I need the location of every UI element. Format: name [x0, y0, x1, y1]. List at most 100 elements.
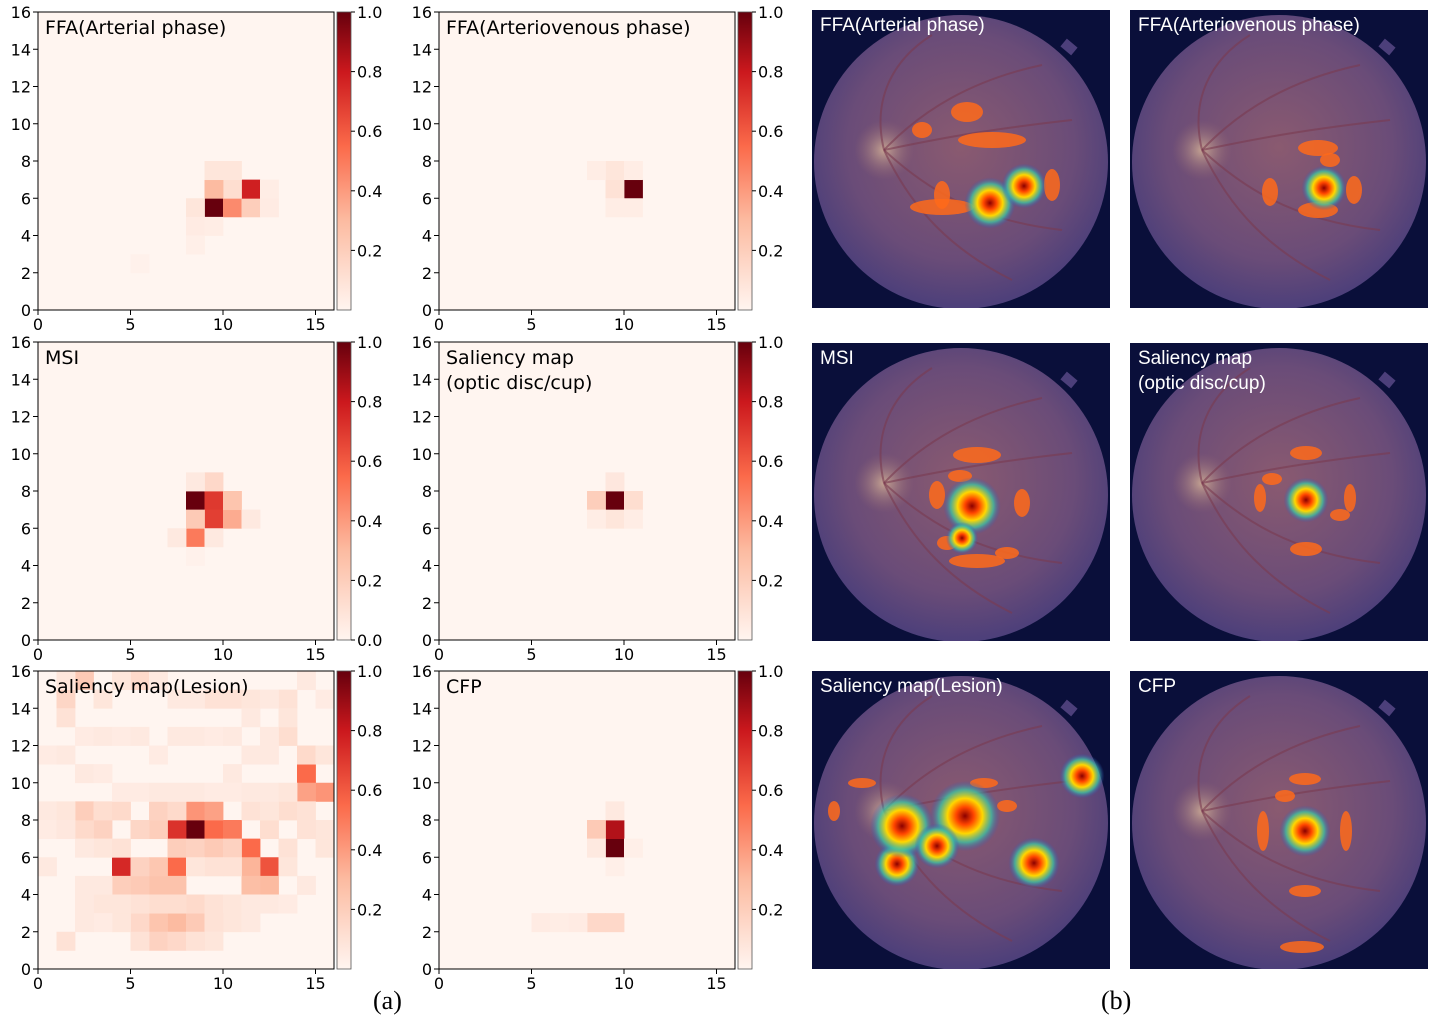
heatmap-cell	[75, 764, 94, 784]
heatmap-cell	[56, 745, 76, 765]
colorbar	[336, 341, 352, 641]
activation-blob	[1280, 941, 1324, 953]
heatmap-cell	[260, 782, 279, 802]
y-tick-label: 12	[11, 737, 31, 756]
heatmap-cell	[605, 838, 625, 858]
fundus-notch	[1060, 371, 1078, 389]
heatmap-cell	[204, 472, 224, 492]
heatmap-cell	[167, 875, 187, 895]
colorbar-tick-label: 0.4	[357, 841, 382, 860]
heatmap-cell	[297, 764, 316, 784]
heatmap-cell	[93, 894, 113, 914]
heatmap-cell	[149, 931, 168, 951]
y-tick-label: 16	[412, 3, 432, 22]
heatmap-cell	[186, 198, 205, 218]
colorbar-tick-label: 0.2	[758, 900, 783, 919]
heatmap-cell	[186, 689, 205, 709]
vessel	[883, 149, 1013, 281]
heatmap-cell	[241, 875, 261, 895]
y-tick-label: 6	[21, 848, 31, 867]
y-tick-label: 8	[422, 152, 432, 171]
heatmap-cell	[605, 820, 625, 840]
colorbar-tick-label: 0.8	[758, 722, 783, 741]
heatmap-cell	[130, 820, 150, 840]
heatmap-cell	[223, 782, 242, 802]
vessel	[1197, 34, 1251, 151]
heatmap-cell	[568, 913, 588, 933]
colorbar	[737, 11, 753, 311]
heatmap-cell	[167, 782, 187, 802]
heatmap-cell	[587, 161, 606, 181]
overlay-msi: MSI	[812, 343, 1110, 641]
heatmap-cell	[204, 689, 224, 709]
colorbar-tick-label: 1.0	[357, 662, 382, 681]
activation-blob	[1044, 169, 1060, 201]
heat-spot	[1283, 477, 1329, 523]
heatmap-cell	[204, 913, 224, 933]
heatmap-cell	[204, 931, 224, 951]
subfigure-label-a: (a)	[373, 986, 402, 1015]
heatmap-panel: Saliency map (optic disc/cup) 0 5 10 15 0 2 4 6 8 1…	[412, 333, 784, 664]
heatmap-cell	[204, 857, 224, 877]
activation-blob	[951, 102, 983, 122]
activation-blob	[929, 481, 945, 509]
y-tick-label: 4	[422, 557, 432, 576]
y-tick-label: 10	[412, 445, 432, 464]
heatmap-cell	[605, 161, 625, 181]
heatmap-cell	[186, 491, 205, 511]
heatmap-cell	[186, 509, 205, 529]
overlay-ffa-arterial: FFA(Arterial phase)	[812, 10, 1110, 308]
heatmap-cell	[260, 198, 279, 218]
heatmap-cell	[204, 782, 224, 802]
heatmap-cell	[149, 894, 168, 914]
colorbar-tick-label: 0.8	[357, 722, 382, 741]
heatmap-cell	[204, 894, 224, 914]
overlay-saliency-lesion: Saliency map(Lesion)	[812, 671, 1110, 969]
heatmap-cell	[186, 472, 205, 492]
fundus-notch	[1378, 699, 1396, 717]
fundus-image	[812, 10, 1110, 308]
activation-blob	[1275, 790, 1295, 802]
heatmap-cell	[260, 726, 279, 746]
heatmap-cell	[167, 894, 187, 914]
heatmap-cell	[278, 801, 298, 821]
heatmap-cell	[587, 913, 606, 933]
panel-title: FFA(Arteriovenous phase)	[446, 17, 691, 39]
heatmap-cell	[75, 726, 94, 746]
fundus-notch	[1060, 38, 1078, 56]
heatmap-cell	[260, 820, 279, 840]
vessel	[883, 119, 1073, 151]
heatmap-cell	[149, 782, 168, 802]
heatmap-cell	[186, 838, 205, 858]
activation-blob	[1298, 140, 1338, 156]
retina	[1132, 676, 1426, 969]
colorbar-tick-label: 0.8	[357, 63, 382, 82]
colorbar-tick-label: 0.0	[357, 631, 382, 650]
heatmap-cell	[531, 913, 551, 933]
activation-blob	[1262, 178, 1278, 206]
subfigure-label-b: (b)	[1101, 986, 1132, 1015]
heatmap-cell	[624, 509, 643, 529]
heatmap-cell	[186, 528, 205, 548]
overlay-label: CFP	[1138, 676, 1176, 697]
vessel	[1201, 64, 1361, 151]
colorbar-tick-label: 0.2	[758, 241, 783, 260]
x-tick-label: 15	[305, 645, 325, 664]
heat-spot	[943, 477, 1001, 535]
y-tick-label: 0	[21, 631, 31, 650]
overlay-label: Saliency map (optic disc/cup)	[1138, 348, 1266, 394]
heatmap-cell	[204, 838, 224, 858]
colorbar-tick-label: 0.4	[758, 512, 783, 531]
heatmap-cell	[204, 179, 224, 199]
colorbar-tick-label: 0.6	[758, 452, 783, 471]
overlay-label: FFA(Arterial phase)	[820, 15, 985, 36]
heatmap-cell	[167, 820, 187, 840]
heatmap-panel: CFP 0 5 10 15 0 2 4 6 8 10 12 14 16 0.2 0.4 0.6 0.8 1.0	[412, 662, 784, 993]
y-tick-label: 0	[422, 301, 432, 320]
heatmap-cell	[297, 801, 316, 821]
panel-title: MSI	[45, 347, 79, 369]
heatmap-cell	[605, 509, 625, 529]
y-tick-label: 2	[422, 923, 432, 942]
heatmap-cell	[112, 913, 131, 933]
panel-title: (optic disc/cup)	[446, 372, 592, 394]
